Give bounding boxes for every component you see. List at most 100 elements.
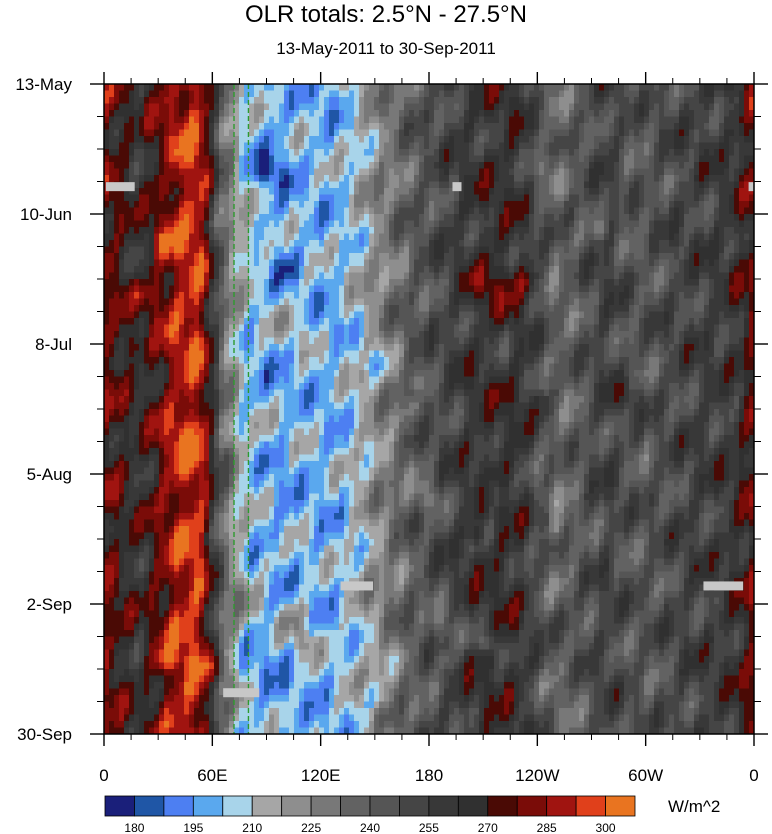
- heat-cell: [399, 175, 405, 183]
- heat-cell: [414, 168, 420, 176]
- heat-cell: [249, 201, 255, 209]
- heat-cell: [264, 188, 270, 196]
- heat-cell: [479, 214, 485, 222]
- heat-cell: [624, 188, 630, 196]
- heat-cell: [589, 305, 595, 313]
- heat-cell: [234, 84, 240, 92]
- heat-cell: [569, 175, 575, 183]
- heat-cell: [544, 318, 550, 326]
- heat-cell: [324, 168, 330, 176]
- heat-cell: [124, 90, 130, 98]
- heat-cell: [679, 214, 685, 222]
- heat-cell: [344, 188, 350, 196]
- heat-cell: [514, 318, 520, 326]
- heat-cell: [604, 155, 610, 163]
- heat-cell: [749, 214, 754, 222]
- heat-cell: [534, 149, 540, 157]
- heat-cell: [469, 207, 475, 215]
- heat-cell: [659, 162, 665, 170]
- heat-cell: [644, 305, 650, 313]
- heat-cell: [649, 97, 655, 105]
- heat-cell: [529, 298, 535, 306]
- heat-cell: [219, 318, 225, 326]
- heat-cell: [504, 175, 510, 183]
- heat-cell: [219, 194, 225, 202]
- heat-cell: [379, 97, 385, 105]
- heat-cell: [149, 279, 155, 287]
- heat-cell: [734, 129, 740, 137]
- heat-cell: [629, 110, 635, 118]
- heat-cell: [134, 214, 140, 222]
- heat-cell: [249, 175, 255, 183]
- heat-cell: [554, 149, 560, 157]
- heat-cell: [144, 188, 150, 196]
- heat-cell: [154, 253, 160, 261]
- heat-cell: [284, 123, 290, 131]
- heat-cell: [464, 259, 470, 267]
- heat-cell: [619, 279, 625, 287]
- heat-cell: [599, 168, 605, 176]
- heat-cell: [369, 272, 375, 280]
- heat-cell: [259, 207, 265, 215]
- heat-cell: [374, 116, 380, 124]
- heat-cell: [394, 266, 400, 274]
- heat-cell: [644, 272, 650, 280]
- heat-cell: [594, 305, 600, 313]
- heat-cell: [734, 246, 740, 254]
- heat-cell: [439, 318, 445, 326]
- heat-cell: [379, 103, 385, 111]
- heat-cell: [444, 194, 450, 202]
- heat-cell: [489, 324, 495, 332]
- heat-cell: [279, 253, 285, 261]
- heat-cell: [554, 220, 560, 228]
- heat-cell: [379, 155, 385, 163]
- heat-cell: [119, 110, 125, 118]
- heat-cell: [129, 292, 135, 300]
- heat-cell: [554, 136, 560, 144]
- heat-cell: [139, 246, 145, 254]
- heat-cell: [324, 272, 330, 280]
- heat-cell: [569, 266, 575, 274]
- heat-cell: [604, 298, 610, 306]
- heat-cell: [684, 136, 690, 144]
- heat-cell: [159, 220, 165, 228]
- heat-cell: [269, 84, 275, 92]
- heat-cell: [619, 129, 625, 137]
- heat-cell: [594, 110, 600, 118]
- heat-cell: [719, 142, 725, 150]
- heat-cell: [349, 318, 355, 326]
- heat-cell: [429, 298, 435, 306]
- heat-cell: [494, 155, 500, 163]
- heat-cell: [574, 149, 580, 157]
- heat-cell: [104, 331, 110, 339]
- heat-cell: [354, 220, 360, 228]
- heat-cell: [404, 305, 410, 313]
- heat-cell: [734, 324, 740, 332]
- heat-cell: [459, 259, 465, 267]
- heat-cell: [699, 168, 705, 176]
- heat-cell: [229, 194, 235, 202]
- heat-cell: [159, 181, 165, 189]
- heat-cell: [199, 136, 205, 144]
- heat-cell: [734, 285, 740, 293]
- heat-cell: [534, 240, 540, 248]
- heat-cell: [509, 129, 515, 137]
- heat-cell: [419, 292, 425, 300]
- heat-cell: [739, 129, 745, 137]
- heat-cell: [679, 227, 685, 235]
- heat-cell: [579, 194, 585, 202]
- heat-cell: [524, 162, 530, 170]
- heat-cell: [364, 116, 370, 124]
- heat-cell: [274, 129, 280, 137]
- heat-cell: [364, 272, 370, 280]
- heat-cell: [394, 155, 400, 163]
- heat-cell: [284, 162, 290, 170]
- heat-cell: [214, 110, 220, 118]
- heat-cell: [109, 168, 115, 176]
- heat-cell: [529, 116, 535, 124]
- heat-cell: [169, 149, 175, 157]
- heat-cell: [499, 285, 505, 293]
- heat-cell: [199, 129, 205, 137]
- heat-cell: [349, 116, 355, 124]
